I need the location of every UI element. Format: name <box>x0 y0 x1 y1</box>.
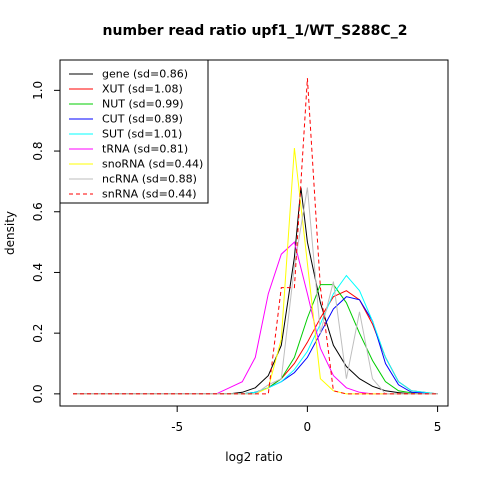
x-tick-label: 0 <box>304 420 312 434</box>
legend-label-8: snRNA (sd=0.44) <box>102 188 197 201</box>
series-line-0 <box>73 187 438 395</box>
legend-label-4: SUT (sd=1.01) <box>102 128 182 141</box>
x-tick-label: -5 <box>171 420 183 434</box>
legend-label-7: ncRNA (sd=0.88) <box>102 173 197 186</box>
y-tick-label: 1.0 <box>31 81 45 100</box>
x-axis: -5 0 5 <box>171 405 442 434</box>
legend-label-2: NUT (sd=0.99) <box>102 98 184 111</box>
y-axis: 0.0 0.2 0.4 0.6 0.8 1.0 <box>31 81 61 403</box>
y-tick-label: 0.8 <box>31 142 45 161</box>
y-axis-label: density <box>3 211 17 255</box>
y-tick-label: 0.0 <box>31 384 45 403</box>
series-line-2 <box>73 284 438 395</box>
series-line-6 <box>73 147 438 395</box>
y-tick-label: 0.4 <box>31 263 45 282</box>
series-line-4 <box>73 274 438 395</box>
legend-label-1: XUT (sd=1.08) <box>102 83 183 96</box>
series-line-5 <box>73 241 438 395</box>
series-layer <box>73 78 438 395</box>
series-line-7 <box>73 187 438 395</box>
legend: gene (sd=0.86) XUT (sd=1.08) NUT (sd=0.99)… <box>59 59 209 204</box>
x-axis-label: log2 ratio <box>225 450 282 464</box>
legend-label-5: tRNA (sd=0.81) <box>102 143 188 156</box>
legend-label-0: gene (sd=0.86) <box>102 68 188 81</box>
series-line-8 <box>73 78 438 395</box>
chart-title: number read ratio upf1_1/WT_S288C_2 <box>103 23 408 39</box>
x-tick-label: 5 <box>434 420 442 434</box>
legend-label-6: snoRNA (sd=0.44) <box>102 158 203 171</box>
y-tick-label: 0.2 <box>31 324 45 343</box>
legend-label-3: CUT (sd=0.89) <box>102 113 183 126</box>
series-line-3 <box>73 296 438 395</box>
y-tick-label: 0.6 <box>31 202 45 221</box>
